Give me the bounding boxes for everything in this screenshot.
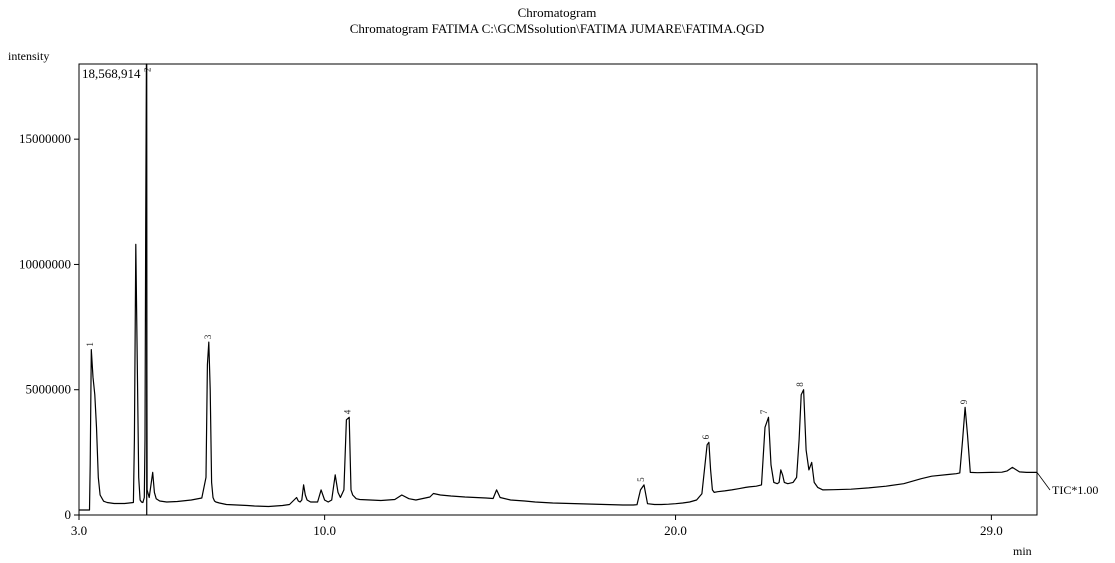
peak-label: 3 (203, 334, 213, 339)
x-tick-label: 20.0 (664, 523, 687, 538)
x-tick-label: 3.0 (71, 523, 87, 538)
trace-label-leader (1036, 472, 1051, 491)
x-tick-label: 29.0 (980, 523, 1003, 538)
peak-label: 4 (343, 409, 353, 414)
peak-label: 2 (142, 68, 152, 73)
peak-label: 8 (795, 382, 805, 387)
y-tick-label: 5000000 (26, 382, 72, 397)
peak-label: 6 (701, 434, 711, 439)
max-intensity-label: 18,568,914 (82, 66, 141, 81)
y-axis-ticks: 0 5000000 10000000 15000000 (19, 131, 79, 522)
chart-subtitle: Chromatogram FATIMA C:\GCMSsolution\FATI… (350, 21, 765, 36)
x-axis-ticks: 3.0 10.0 20.0 29.0 (71, 515, 1003, 538)
chart-title: Chromatogram (518, 5, 597, 20)
peak-label: 5 (636, 477, 646, 482)
y-tick-label: 15000000 (19, 131, 71, 146)
y-tick-label: 0 (65, 507, 72, 522)
y-tick-label: 10000000 (19, 256, 71, 271)
plot-frame (78, 63, 1038, 516)
tic-trace-line (79, 63, 1037, 511)
peak-labels: 1 2 3 4 5 6 7 8 9 (85, 68, 969, 482)
x-axis-label: min (1013, 544, 1032, 558)
peak-label: 7 (759, 409, 769, 414)
peak-label: 9 (959, 399, 969, 404)
trace-label: TIC*1.00 (1052, 483, 1098, 497)
x-tick-label: 10.0 (313, 523, 336, 538)
y-axis-label: intensity (8, 49, 49, 63)
peak-label: 1 (85, 342, 95, 347)
